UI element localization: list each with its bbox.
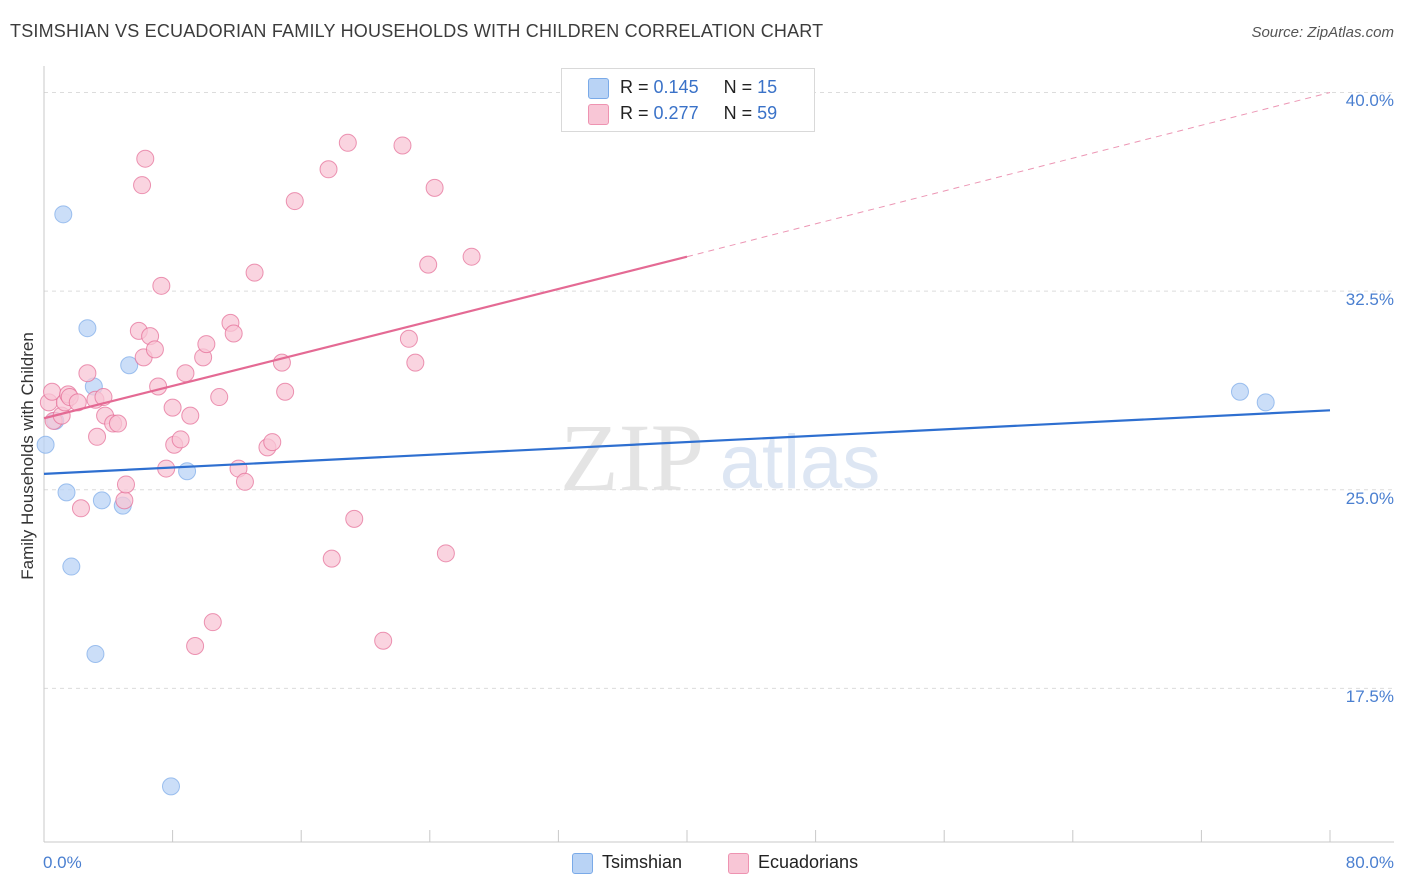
legend-r-value: 0.145 bbox=[653, 77, 699, 97]
ecuadorian-point bbox=[176, 364, 195, 383]
y-tick-label: 17.5% bbox=[1345, 687, 1394, 707]
ecuadorian-point bbox=[163, 398, 182, 417]
trend-lines bbox=[43, 92, 1331, 475]
data-points bbox=[36, 133, 1275, 796]
legend-r-label: R = bbox=[620, 103, 649, 123]
ecuadorian-point bbox=[235, 472, 254, 491]
ecuadorian-point bbox=[419, 255, 438, 274]
legend-swatch-ecuadorians bbox=[588, 104, 609, 125]
ecuadorian-point bbox=[285, 192, 304, 211]
tsimshian-point bbox=[62, 557, 81, 576]
ecuadorian-point bbox=[374, 631, 393, 650]
ecuadorian-point bbox=[136, 149, 155, 168]
axes bbox=[43, 66, 1394, 843]
x-tick-max: 80.0% bbox=[1345, 853, 1394, 872]
bottom-swatch-ecuadorians bbox=[728, 853, 749, 874]
ecuadorian-point bbox=[186, 637, 205, 656]
ecuadorian-point bbox=[108, 414, 127, 433]
legend-r-value: 0.277 bbox=[653, 103, 699, 123]
ecuadorian-point bbox=[210, 388, 229, 407]
ecuadorian-point bbox=[152, 276, 171, 295]
watermark: ZIP atlas bbox=[560, 404, 880, 511]
x-tick-min: 0.0% bbox=[43, 853, 82, 872]
correlation-legend: R = 0.145 N = 15 R = 0.277 N = 59 bbox=[561, 68, 815, 132]
tsimshian-point bbox=[161, 777, 180, 796]
legend-n-value: 15 bbox=[757, 77, 778, 97]
y-tick-label: 40.0% bbox=[1345, 91, 1394, 111]
ecuadorian-point bbox=[133, 176, 152, 195]
ecuadorian-point bbox=[406, 353, 425, 372]
tsimshian-point bbox=[36, 435, 55, 454]
ecuadorian-point bbox=[203, 613, 222, 632]
legend-swatch-tsimshian bbox=[588, 78, 609, 99]
ecuadorian-point bbox=[276, 382, 295, 401]
tsimshian-point bbox=[1230, 382, 1249, 401]
tsimshian-point bbox=[1256, 393, 1275, 412]
ecuadorian-point bbox=[197, 335, 216, 354]
ecuadorian-point bbox=[263, 433, 282, 452]
watermark-zip: ZIP bbox=[560, 404, 704, 511]
ecuadorian-point bbox=[345, 509, 364, 528]
tsimshian-point bbox=[54, 205, 73, 224]
y-tick-label: 32.5% bbox=[1345, 290, 1394, 310]
chart-title: TSIMSHIAN VS ECUADORIAN FAMILY HOUSEHOLD… bbox=[10, 21, 824, 41]
bottom-legend-label: Ecuadorians bbox=[758, 852, 859, 872]
ecuadorian-trend-line bbox=[43, 255, 688, 420]
legend-r-label: R = bbox=[620, 77, 649, 97]
legend-n-label: N = bbox=[723, 103, 753, 123]
tsimshian-point bbox=[178, 462, 197, 481]
ecuadorian-point bbox=[425, 178, 444, 197]
tsimshian-point bbox=[57, 483, 76, 502]
y-tick-label: 25.0% bbox=[1345, 488, 1394, 508]
ecuadorian-point bbox=[171, 430, 190, 449]
tsimshian-trend-line bbox=[43, 409, 1331, 475]
grid-lines bbox=[44, 91, 1394, 689]
ecuadorian-point bbox=[393, 136, 412, 155]
ecuadorian-point bbox=[338, 133, 357, 152]
ecuadorian-point bbox=[145, 340, 164, 359]
bottom-legend-label: Tsimshian bbox=[602, 852, 683, 872]
legend-n-label: N = bbox=[723, 77, 753, 97]
ecuadorian-point bbox=[245, 263, 264, 282]
ecuadorian-point bbox=[436, 544, 455, 563]
bottom-swatch-tsimshian bbox=[572, 853, 593, 874]
source-label: Source: ZipAtlas.com bbox=[1251, 24, 1394, 41]
ecuadorian-point bbox=[116, 475, 135, 494]
ecuadorian-point bbox=[462, 247, 481, 266]
ecuadorian-point bbox=[399, 329, 418, 348]
ecuadorian-point bbox=[88, 427, 107, 446]
tsimshian-point bbox=[78, 319, 97, 338]
ecuadorian-point bbox=[78, 364, 97, 383]
ecuadorian-point bbox=[322, 549, 341, 568]
ecuadorian-point bbox=[181, 406, 200, 425]
tsimshian-point bbox=[120, 356, 139, 375]
ecuadorian-point bbox=[149, 377, 168, 396]
ecuadorian-point bbox=[224, 324, 243, 343]
ecuadorian-trend-extension bbox=[686, 92, 1331, 258]
tsimshian-point bbox=[86, 644, 105, 663]
legend-n-value: 59 bbox=[757, 103, 778, 123]
ecuadorian-point bbox=[115, 491, 134, 510]
ecuadorian-point bbox=[319, 160, 338, 179]
tsimshian-point bbox=[92, 491, 111, 510]
ecuadorian-point bbox=[71, 499, 90, 518]
